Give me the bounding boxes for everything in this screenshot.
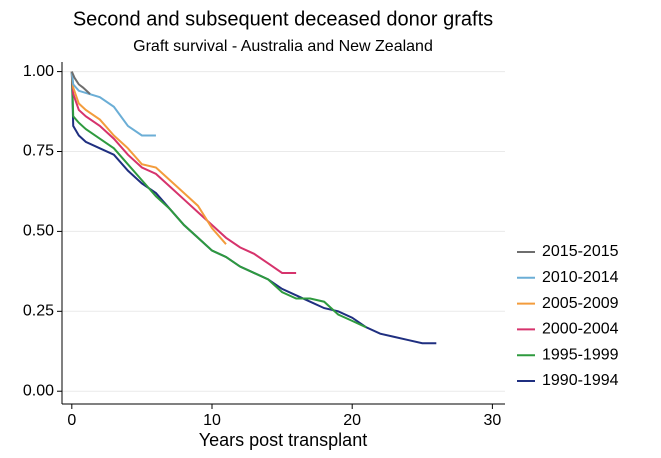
survival-line [70,71,297,274]
x-axis-title: Years post transplant [199,430,367,450]
chart-title: Second and subsequent deceased donor gra… [73,8,493,30]
survival-line [70,71,91,95]
survival-line [70,71,367,329]
x-tick-label: 0 [67,412,76,429]
legend-label: 1995-1999 [542,346,619,363]
y-tick-label: 0.00 [23,382,54,399]
y-tick-label: 0.50 [23,223,54,240]
survival-line [70,71,156,137]
x-tick-label: 20 [343,412,361,429]
legend-label: 2015-2015 [542,243,619,260]
survival-line [70,71,437,345]
legend-label: 2000-2004 [542,321,619,338]
legend-label: 2005-2009 [542,295,619,312]
y-tick-label: 0.25 [23,303,54,320]
x-tick-label: 10 [203,412,221,429]
y-tick-label: 1.00 [23,63,54,80]
y-tick-label: 0.75 [23,143,54,160]
survival-line [70,71,227,245]
chart-subtitle: Graft survival - Australia and New Zeala… [133,38,433,55]
legend-label: 2010-2014 [542,269,619,286]
legend-label: 1990-1994 [542,372,619,389]
x-tick-label: 30 [483,412,501,429]
